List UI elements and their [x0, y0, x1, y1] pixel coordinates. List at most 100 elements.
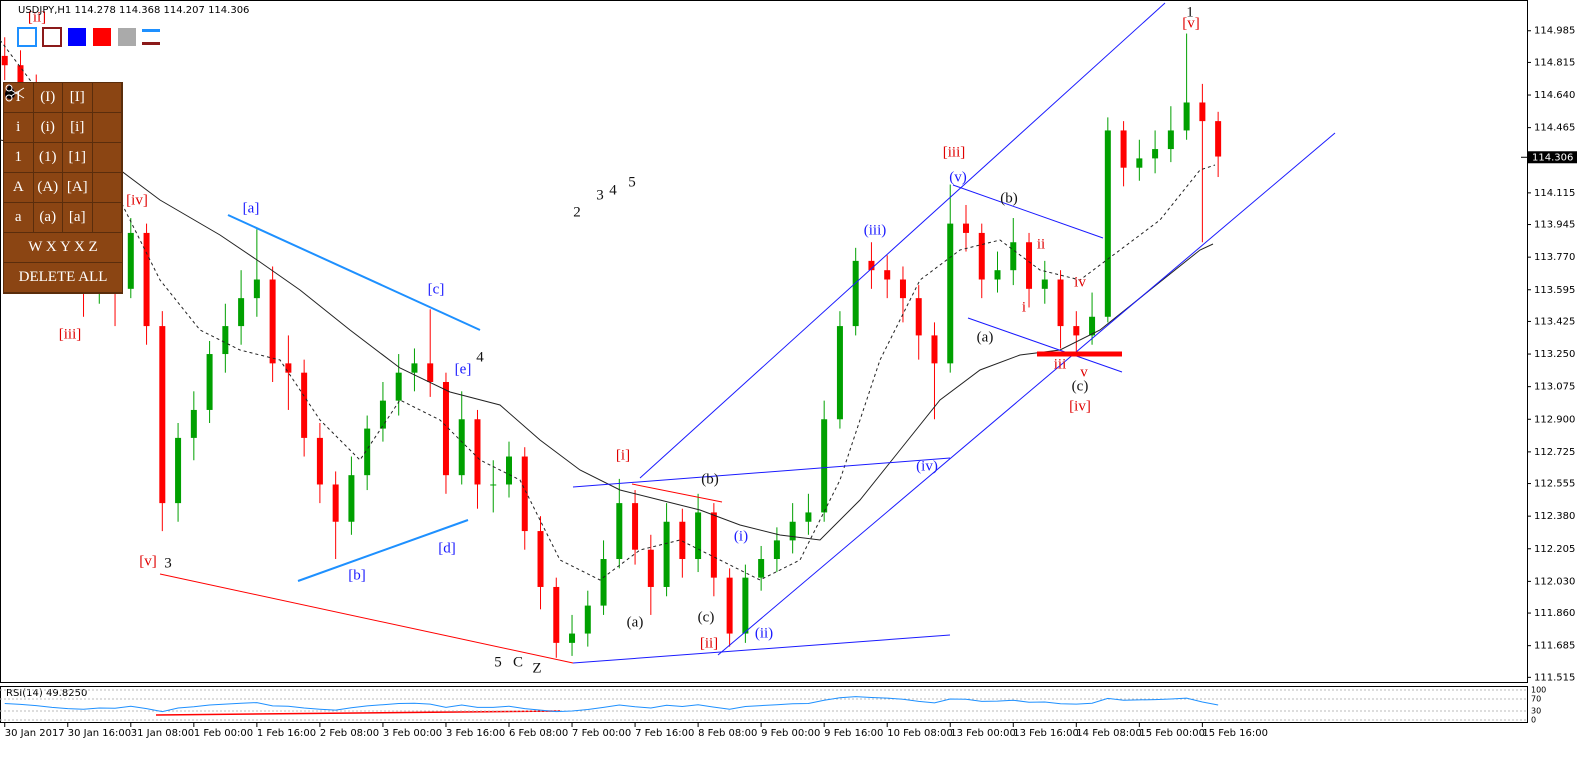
wave-label: 2	[573, 204, 581, 220]
wave-button[interactable]: (A)	[34, 173, 63, 202]
wave-button[interactable]: (1)	[34, 143, 63, 172]
wave-button[interactable]: (I)	[34, 83, 63, 112]
y-tick-label: 111.860	[1534, 608, 1575, 619]
wave-label: (a)	[627, 614, 644, 630]
panel-row: a (a) [a]	[4, 203, 122, 233]
wave-label: [ii]	[700, 635, 718, 651]
wave-button[interactable]: a	[4, 203, 34, 232]
rsi-label: RSI(14) 49.8250	[6, 688, 87, 699]
candle-body	[1089, 316, 1096, 336]
trend-line	[572, 457, 951, 488]
color-drop-button[interactable]	[5, 83, 122, 112]
candle-body	[332, 484, 339, 522]
wave-label: 3	[164, 555, 172, 571]
panel-wide-button[interactable]: DELETE ALL	[4, 263, 122, 293]
panel-row: 1 (1) [1]	[4, 84, 122, 173]
candle-body	[1199, 102, 1206, 122]
wave-label: [e]	[455, 361, 472, 377]
wave-button[interactable]: I	[4, 83, 34, 112]
wave-label: [v]	[1182, 15, 1200, 31]
color-drop-button[interactable]	[5, 84, 122, 142]
wave-button[interactable]: [A]	[63, 173, 93, 202]
wave-label: (b)	[701, 471, 719, 487]
candle-body	[159, 326, 166, 504]
y-tick-label: 112.900	[1534, 414, 1575, 425]
wave-label: 5	[494, 654, 502, 670]
candle-body	[379, 400, 386, 429]
wave-label: (a)	[977, 329, 994, 345]
x-tick-label: 30 Jan 2017	[5, 728, 65, 739]
x-tick-label: 15 Feb 16:00	[1202, 728, 1268, 739]
candle-body	[143, 232, 150, 327]
candle-body	[726, 577, 733, 634]
x-tick-label: 10 Feb 08:00	[887, 728, 953, 739]
candle-body	[442, 381, 449, 476]
wave-label: (v)	[949, 169, 967, 185]
candle-body	[127, 232, 134, 289]
scissors-icon	[5, 84, 25, 102]
x-tick-label: 13 Feb 16:00	[1013, 728, 1079, 739]
wave-button[interactable]: [1]	[63, 143, 93, 172]
candle-body	[553, 586, 560, 643]
drawings	[0, 2, 1336, 716]
wave-label: (b)	[1000, 190, 1018, 206]
candle-body	[206, 354, 213, 410]
wave-label: 5	[628, 174, 636, 190]
candle-body	[884, 270, 891, 280]
wave-button[interactable]: [a]	[63, 203, 93, 232]
wave-label: 4	[476, 349, 484, 365]
trend-line	[639, 2, 1166, 479]
y-tick-label: 111.515	[1534, 672, 1575, 683]
candle-body	[285, 363, 292, 373]
color-swatches	[17, 27, 160, 47]
candle-body	[773, 540, 780, 560]
panel-wide-button[interactable]: W X Y X Z	[4, 233, 122, 263]
candle-body	[1167, 130, 1174, 150]
x-tick-label: 2 Feb 08:00	[320, 728, 379, 739]
candle-body	[458, 419, 465, 476]
wave-button[interactable]: (a)	[34, 203, 63, 232]
moving-average-dashed-drawing	[0, 39, 1216, 581]
candle-body	[663, 521, 670, 587]
wave-label: [c]	[428, 281, 445, 297]
scissors-button[interactable]	[93, 203, 122, 232]
swatch[interactable]	[118, 28, 136, 46]
wave-label: [iii]	[943, 144, 966, 160]
candle-body	[600, 559, 607, 606]
wave-panel: I (I) [I] i (i) [i] 1 (1) [1] A (A) [A] a (a) [a] W X Y…	[3, 82, 123, 294]
swatch[interactable]	[142, 29, 160, 32]
x-tick-label: 31 Jan 08:00	[131, 728, 194, 739]
candle-body	[474, 419, 481, 485]
wave-button[interactable]: 1	[4, 143, 34, 172]
trend-line	[952, 184, 1104, 239]
wave-button[interactable]: (i)	[34, 113, 63, 142]
wave-button[interactable]: [I]	[63, 83, 93, 112]
candle-body	[868, 260, 875, 271]
swatch[interactable]	[142, 42, 160, 45]
wave-label: i	[1022, 299, 1026, 315]
y-tick-label: 112.030	[1534, 576, 1575, 587]
candle-body	[1041, 279, 1048, 289]
color-drop-button[interactable]	[5, 84, 122, 172]
candle-body	[301, 372, 308, 438]
swatch[interactable]	[68, 28, 86, 46]
candle-body	[253, 279, 260, 299]
candle-body	[395, 372, 402, 401]
x-tick-label: 9 Feb 16:00	[824, 728, 883, 739]
wave-label: C	[513, 654, 523, 670]
wave-label: [d]	[438, 540, 456, 556]
wave-label: [v]	[139, 553, 157, 569]
scissors-button[interactable]	[5, 84, 122, 202]
wave-button[interactable]: A	[4, 173, 34, 202]
wave-label: [iv]	[126, 192, 148, 208]
wave-button[interactable]: i	[4, 113, 34, 142]
wave-label: (iv)	[916, 458, 938, 474]
y-tick-label: 114.465	[1534, 123, 1575, 134]
main-frame	[0, 0, 1528, 683]
swatch[interactable]	[42, 27, 62, 47]
wave-button[interactable]: [i]	[63, 113, 93, 142]
candle-body	[962, 223, 969, 233]
swatch[interactable]	[17, 27, 37, 47]
swatch[interactable]	[93, 28, 111, 46]
